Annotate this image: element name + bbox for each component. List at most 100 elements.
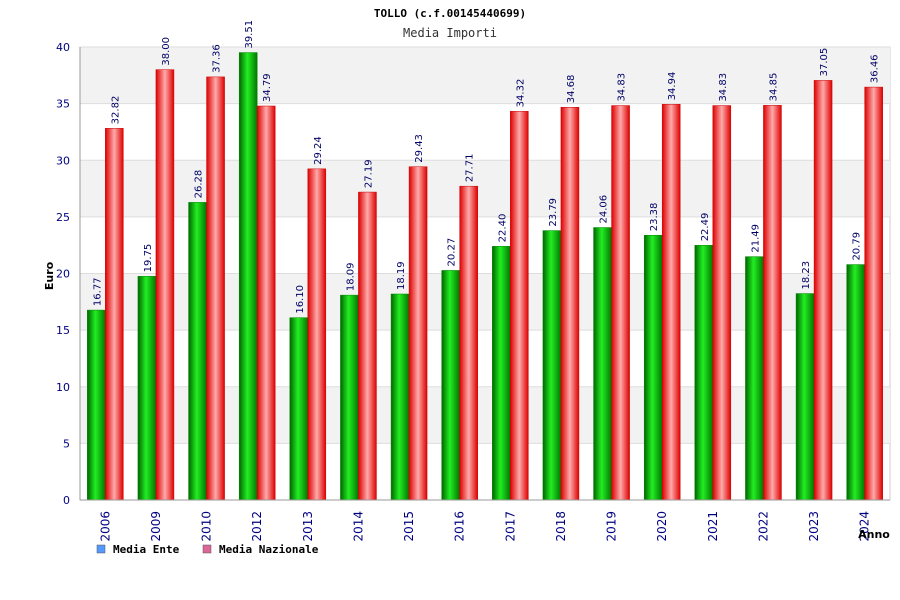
bar-media-ente <box>846 264 865 501</box>
bar-media-ente <box>390 293 410 501</box>
y-tick-label: 35 <box>56 98 70 111</box>
bars <box>87 52 883 501</box>
x-tick-label: 2022 <box>756 511 770 542</box>
data-label: 24.06 <box>599 195 610 224</box>
data-label: 26.28 <box>194 170 205 199</box>
legend-swatch <box>202 544 212 554</box>
x-tick-label: 2019 <box>605 511 619 542</box>
x-tick-label: 2010 <box>200 511 214 542</box>
data-label: 29.43 <box>414 134 425 163</box>
bar-media-ente <box>593 227 612 501</box>
bar-media-nazionale <box>864 86 883 501</box>
data-label: 18.09 <box>345 262 356 291</box>
data-label: 37.36 <box>212 44 223 73</box>
x-tick-label: 2012 <box>250 511 264 542</box>
bar-media-ente <box>188 202 207 501</box>
bar-media-ente <box>137 276 157 501</box>
data-label: 18.23 <box>801 261 812 290</box>
bar-media-nazionale <box>206 76 225 501</box>
bar-media-nazionale <box>813 80 833 501</box>
data-label: 16.10 <box>295 285 306 314</box>
y-tick-label: 0 <box>63 494 70 507</box>
y-tick-label: 30 <box>56 154 70 167</box>
bar-media-ente <box>340 294 359 501</box>
data-label: 36.46 <box>870 54 881 83</box>
bar-media-nazionale <box>560 106 580 501</box>
bar-media-ente <box>643 234 663 501</box>
x-axis-title: Anno <box>858 528 890 541</box>
bar-media-ente <box>441 270 460 501</box>
x-tick-label: 2016 <box>453 511 467 542</box>
y-tick-label: 15 <box>56 324 70 337</box>
legend: Media Ente Media Nazionale <box>96 543 319 556</box>
x-tick-label: 2013 <box>301 511 315 542</box>
data-label: 23.38 <box>649 203 660 232</box>
data-label: 39.51 <box>244 20 255 49</box>
bar-media-nazionale <box>661 104 681 501</box>
bar-media-nazionale <box>510 111 529 501</box>
x-tick-label: 2017 <box>503 511 517 542</box>
data-label: 34.83 <box>617 73 628 102</box>
bar-media-nazionale <box>611 105 630 501</box>
data-label: 20.79 <box>852 232 863 261</box>
data-label: 22.40 <box>497 214 508 243</box>
data-label: 29.24 <box>313 136 324 165</box>
y-axis: 0 5 10 15 20 25 30 35 40 <box>56 41 81 507</box>
y-tick-label: 40 <box>56 41 70 54</box>
bar-media-ente <box>289 317 309 501</box>
bar-media-ente <box>542 230 562 501</box>
bar-media-nazionale <box>256 105 276 501</box>
bar-media-nazionale <box>358 191 377 501</box>
x-tick-label: 2023 <box>807 511 821 542</box>
data-label: 34.83 <box>718 73 729 102</box>
legend-label: Media Nazionale <box>219 543 319 556</box>
y-tick-label: 20 <box>56 268 70 281</box>
x-axis: 2006 2009 2010 2012 2013 2014 2015 2016 2017 2018… <box>80 499 890 542</box>
chart-subtitle: Media Importi <box>403 26 497 40</box>
bar-media-nazionale <box>105 128 124 501</box>
y-tick-label: 10 <box>56 381 70 394</box>
data-label: 19.75 <box>143 244 154 273</box>
data-label: 22.49 <box>700 213 711 242</box>
data-label: 21.49 <box>750 224 761 253</box>
bar-media-nazionale <box>408 166 428 501</box>
data-label: 18.19 <box>396 261 407 290</box>
bar-media-nazionale <box>459 185 478 501</box>
bar-media-nazionale <box>763 105 782 501</box>
bar-media-nazionale <box>307 168 327 501</box>
x-tick-label: 2024 <box>858 511 872 542</box>
x-tick-label: 2014 <box>351 511 365 542</box>
data-label: 34.68 <box>566 75 577 104</box>
y-axis-title: Euro <box>43 261 56 290</box>
y-tick-label: 25 <box>56 211 70 224</box>
data-label: 16.77 <box>92 277 103 306</box>
bar-media-ente <box>492 246 511 501</box>
data-label: 27.19 <box>363 159 374 188</box>
x-tick-label: 2006 <box>98 511 112 542</box>
x-tick-label: 2015 <box>402 511 416 542</box>
x-tick-label: 2021 <box>706 511 720 542</box>
data-label: 20.27 <box>447 238 458 267</box>
bar-media-ente <box>745 256 764 501</box>
bar-media-ente <box>87 309 106 501</box>
bar-media-nazionale <box>712 105 732 501</box>
bar-media-nazionale <box>155 69 175 501</box>
legend-swatch <box>96 544 106 554</box>
data-label: 34.32 <box>515 79 526 108</box>
data-label: 23.79 <box>548 198 559 227</box>
x-tick-label: 2018 <box>554 511 568 542</box>
chart-title: TOLLO (c.f.00145440699) <box>374 7 526 20</box>
bar-media-ente <box>238 52 258 501</box>
x-tick-label: 2009 <box>149 511 163 542</box>
data-label: 32.82 <box>110 96 121 125</box>
data-label: 34.94 <box>667 72 678 101</box>
data-label: 34.79 <box>262 73 273 102</box>
y-tick-label: 5 <box>63 437 70 450</box>
data-label: 34.85 <box>768 73 779 102</box>
bar-media-ente <box>795 293 815 501</box>
x-tick-label: 2020 <box>655 511 669 542</box>
data-labels: 16.77 32.82 19.75 38.00 26.28 37.36 39.51 34.79… <box>92 20 880 314</box>
legend-label: Media Ente <box>113 543 180 556</box>
data-label: 37.05 <box>819 48 830 77</box>
